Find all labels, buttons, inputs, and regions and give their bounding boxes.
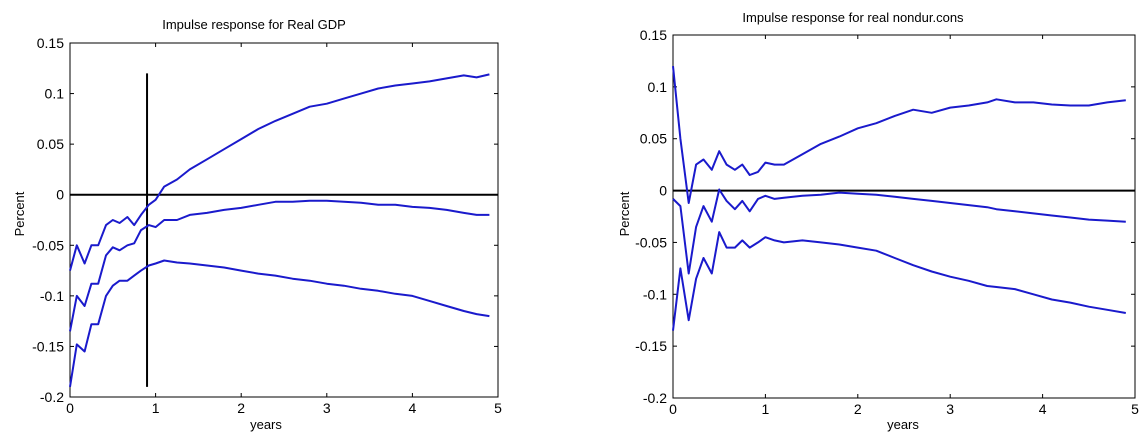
- y-tick-label: 0: [659, 183, 667, 199]
- x-axis-label: years: [887, 417, 919, 432]
- chart-title: Impulse response for real nondur.cons: [742, 10, 964, 25]
- x-tick-label: 5: [494, 400, 502, 416]
- y-tick-label: 0.15: [37, 35, 64, 51]
- series-line-1: [69, 199, 490, 332]
- series-line-0: [69, 73, 490, 271]
- y-tick-label: 0.15: [640, 27, 667, 43]
- chart-real-nondur-cons: Impulse response for real nondur.cons ye…: [617, 10, 1139, 432]
- y-tick-label: 0.05: [640, 131, 667, 147]
- y-tick-label: -0.15: [32, 338, 64, 354]
- plot-frame: [69, 42, 499, 398]
- chart-title: Impulse response for Real GDP: [162, 17, 346, 32]
- plot-frame: [672, 34, 1136, 399]
- y-tick-label: 0.1: [45, 86, 65, 102]
- series-line-2: [69, 259, 490, 388]
- x-tick-label: 0: [66, 400, 74, 416]
- y-tick-label: 0.1: [648, 79, 668, 95]
- x-tick-label: 0: [669, 401, 677, 417]
- x-tick-label: 2: [237, 400, 245, 416]
- x-tick-label: 5: [1131, 401, 1139, 417]
- y-tick-label: 0.05: [37, 136, 64, 152]
- y-axis-label: Percent: [617, 191, 632, 236]
- x-tick-label: 1: [152, 400, 160, 416]
- x-tick-label: 2: [854, 401, 862, 417]
- x-tick-label: 4: [409, 400, 417, 416]
- y-tick-label: -0.1: [643, 286, 667, 302]
- x-tick-label: 3: [323, 400, 331, 416]
- series-line-0: [672, 65, 1126, 204]
- y-tick-label: -0.05: [635, 234, 667, 250]
- series-line-2: [672, 231, 1126, 331]
- x-tick-label: 4: [1039, 401, 1047, 417]
- y-tick-label: -0.1: [40, 288, 64, 304]
- series-line-1: [672, 188, 1126, 275]
- x-tick-labels: 0 1 2 3 4 5: [66, 400, 502, 416]
- x-axis-label: years: [250, 417, 282, 432]
- y-tick-label: -0.2: [40, 389, 64, 405]
- x-tick-label: 1: [762, 401, 770, 417]
- y-tick-label: -0.15: [635, 338, 667, 354]
- y-tick-label: -0.2: [643, 390, 667, 406]
- y-tick-labels: 0.15 0.1 0.05 0 -0.05 -0.1 -0.15 -0.2: [32, 35, 64, 405]
- x-tick-labels: 0 1 2 3 4 5: [669, 401, 1139, 417]
- y-tick-labels: 0.15 0.1 0.05 0 -0.05 -0.1 -0.15 -0.2: [635, 27, 667, 406]
- y-tick-label: -0.05: [32, 237, 64, 253]
- y-axis-label: Percent: [12, 191, 27, 236]
- x-tick-label: 3: [946, 401, 954, 417]
- chart-real-gdp: Impulse response for Real GDP years Perc…: [12, 17, 502, 432]
- y-tick-label: 0: [56, 187, 64, 203]
